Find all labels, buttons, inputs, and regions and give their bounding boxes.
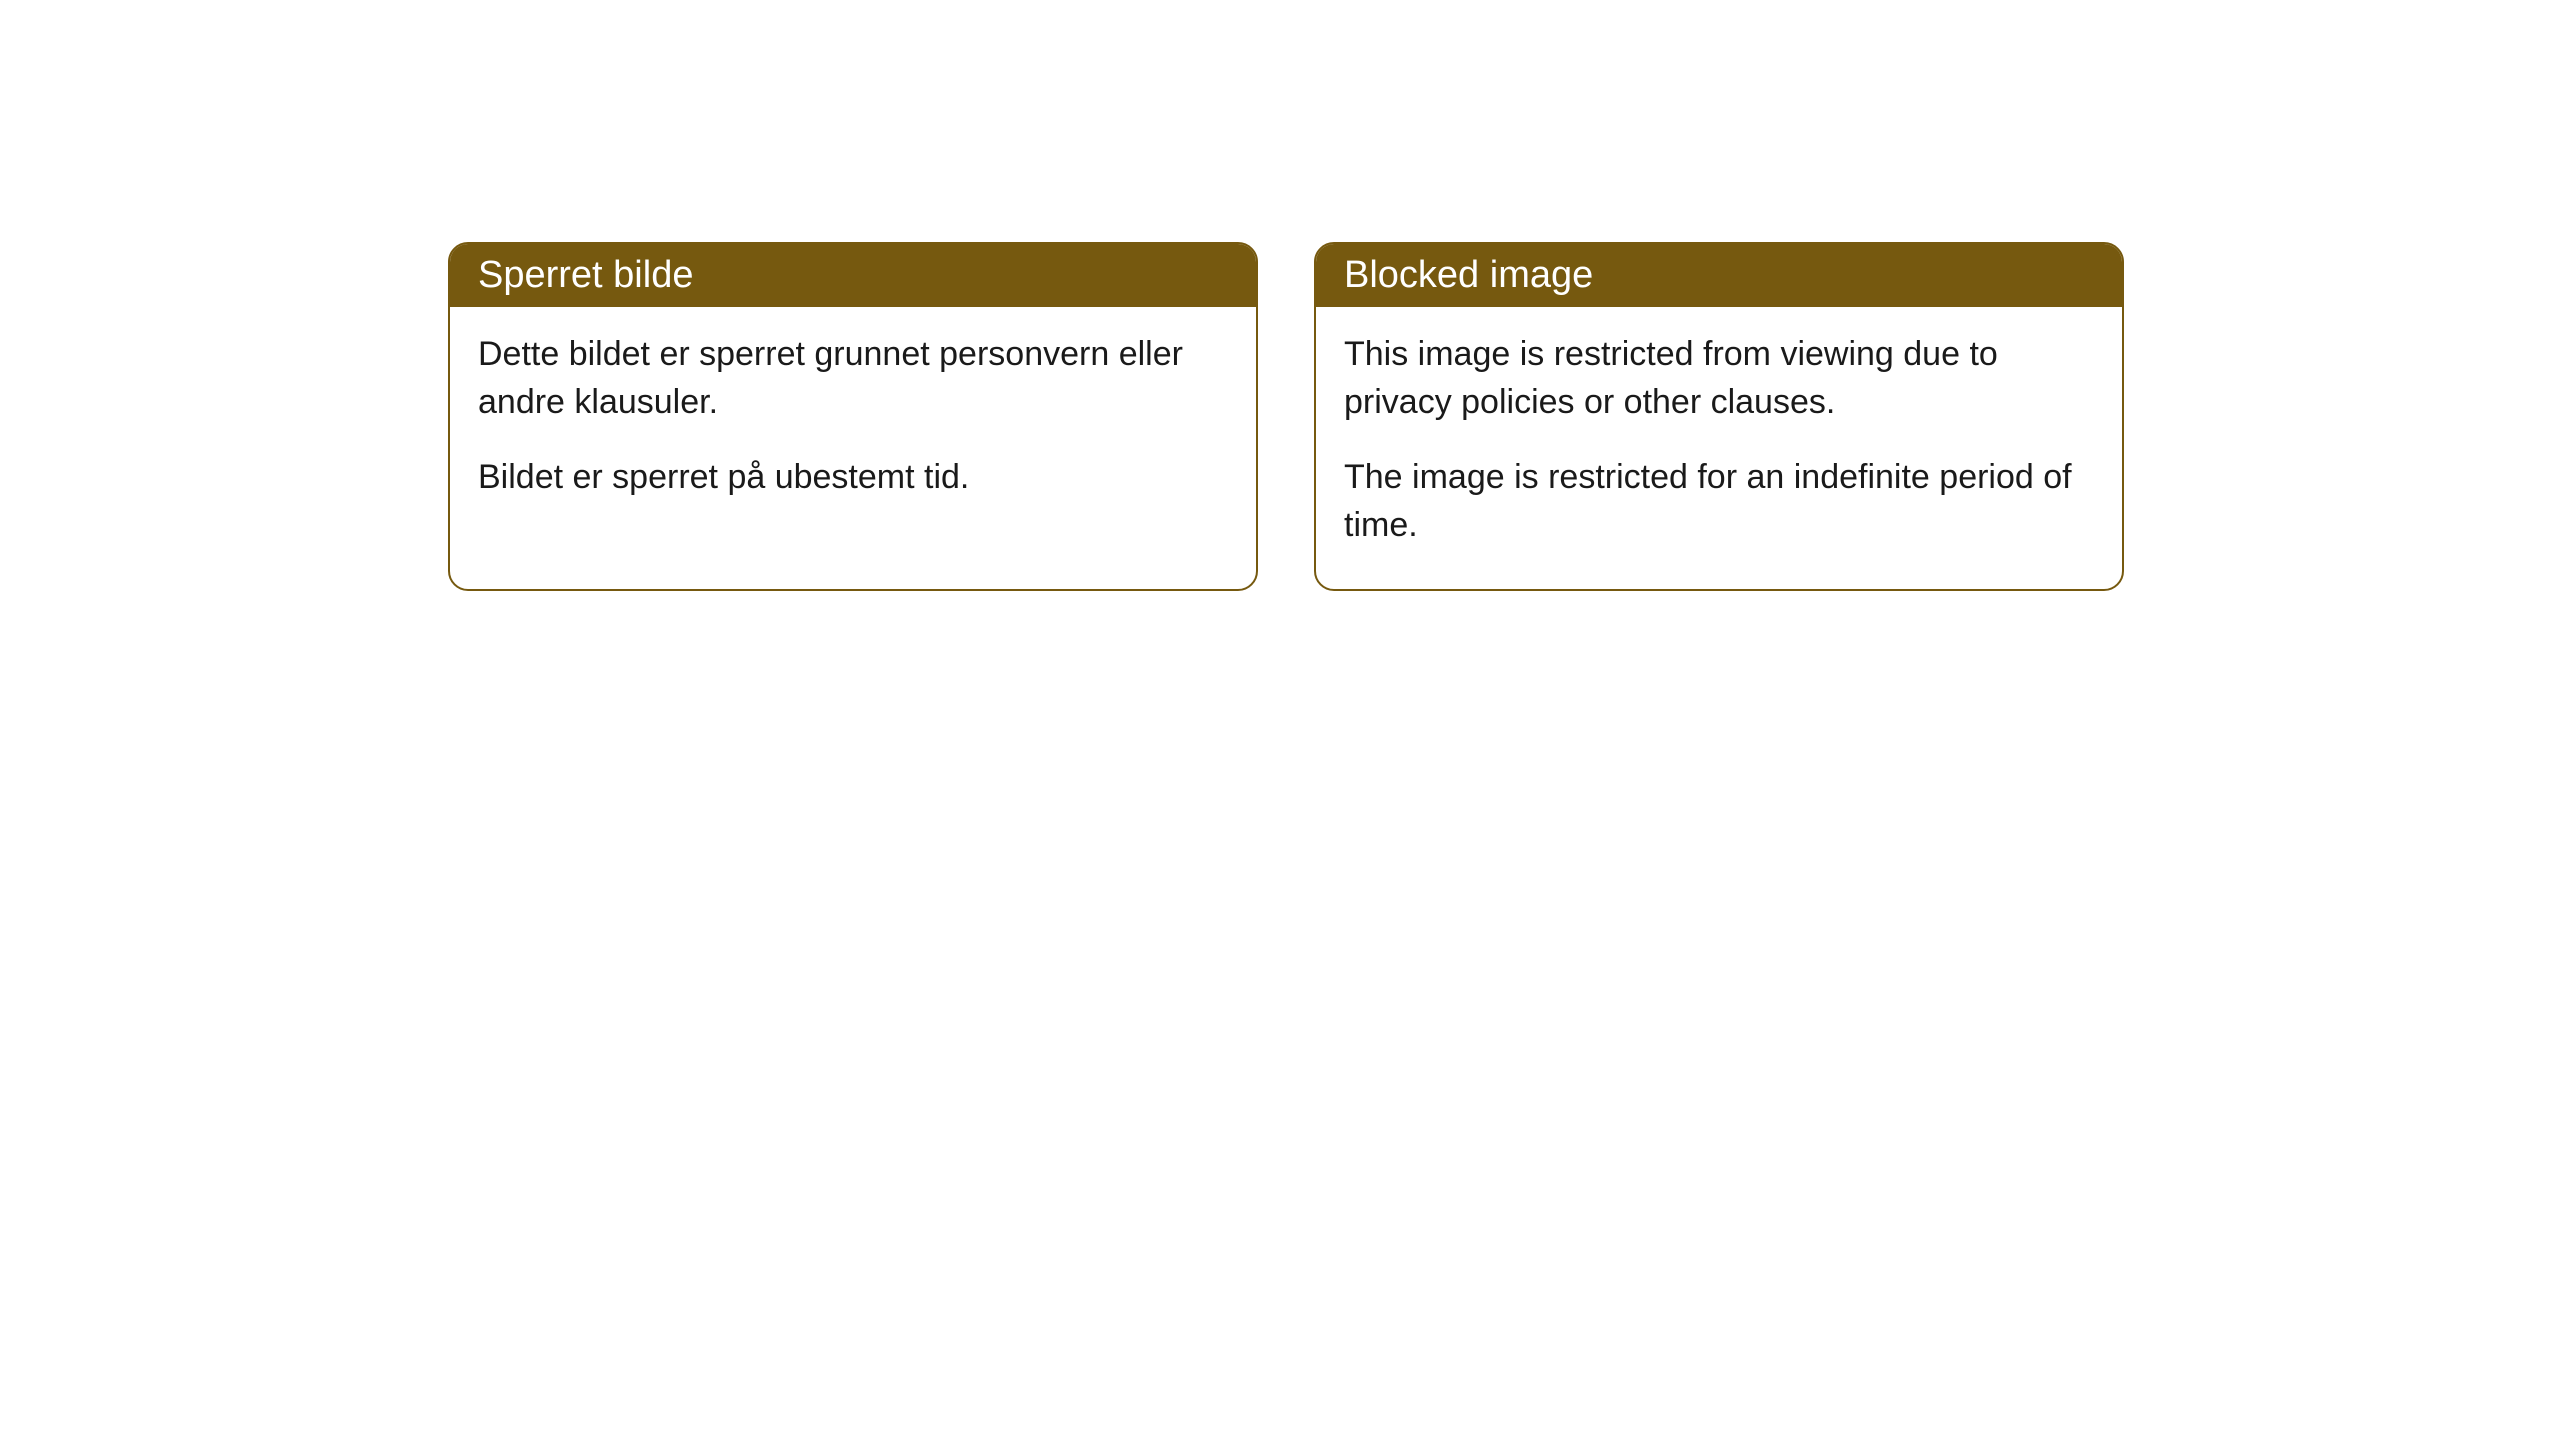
notice-body-norwegian: Dette bildet er sperret grunnet personve… [450, 307, 1256, 542]
notice-body-english: This image is restricted from viewing du… [1316, 307, 2122, 589]
notice-paragraph: The image is restricted for an indefinit… [1344, 454, 2094, 549]
notice-paragraph: Dette bildet er sperret grunnet personve… [478, 331, 1228, 426]
notice-card-norwegian: Sperret bilde Dette bildet er sperret gr… [448, 242, 1258, 591]
notice-title: Sperret bilde [478, 254, 693, 296]
notice-paragraph: This image is restricted from viewing du… [1344, 331, 2094, 426]
notice-paragraph: Bildet er sperret på ubestemt tid. [478, 454, 1228, 502]
notice-header-norwegian: Sperret bilde [450, 244, 1256, 307]
notice-header-english: Blocked image [1316, 244, 2122, 307]
notice-container: Sperret bilde Dette bildet er sperret gr… [448, 242, 2124, 591]
notice-title: Blocked image [1344, 254, 1593, 296]
notice-card-english: Blocked image This image is restricted f… [1314, 242, 2124, 591]
